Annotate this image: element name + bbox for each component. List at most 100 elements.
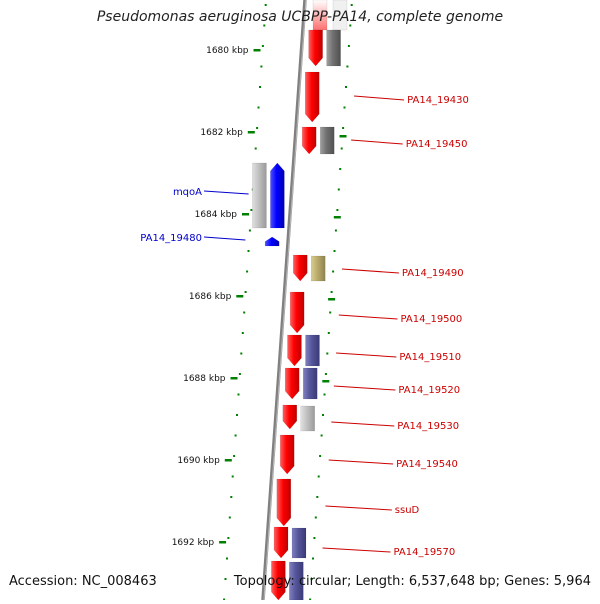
- scale-dot: [259, 86, 261, 88]
- scale-dot: [336, 209, 339, 211]
- scale-dot: [237, 393, 240, 396]
- scale-dot: [254, 147, 257, 150]
- scale-dot: [334, 229, 337, 232]
- cds-box: [319, 126, 335, 155]
- gene-minus-strand: [270, 162, 285, 229]
- gene-plus-strand: [279, 434, 295, 475]
- gene-features: [252, 0, 348, 601]
- scale-dot: [240, 352, 243, 355]
- leader-line: [351, 139, 403, 145]
- scale-dot: [263, 24, 266, 27]
- gene-plus-strand: [287, 334, 302, 367]
- scale-dot: [327, 332, 330, 334]
- gene-label: mqoA: [173, 187, 202, 198]
- scale-dot: [350, 4, 353, 6]
- gene-label: PA14_19490: [402, 268, 464, 279]
- gene-plus-strand: [284, 367, 300, 400]
- scale-dot: [248, 229, 251, 232]
- backbone: [261, 0, 307, 601]
- scale-dot: [241, 332, 244, 334]
- scale-dot: [317, 475, 320, 478]
- scale-dot: [346, 65, 349, 68]
- scale-label: 1682 kbp: [200, 128, 243, 138]
- gene-labels: PA14_19430 PA14_19450 PA14_19490 PA14_19500…: [140, 95, 469, 558]
- leader-line: [341, 268, 399, 274]
- scale-dot: [347, 45, 350, 47]
- leader-line: [354, 95, 405, 101]
- gene-label: PA14_19430: [407, 95, 469, 106]
- gene-plus-strand: [273, 526, 289, 559]
- gene-label: PA14_19570: [394, 547, 456, 558]
- label-leaders: [203, 95, 405, 553]
- cds-box: [291, 527, 307, 559]
- scale-dot: [326, 352, 329, 355]
- cds-box: [305, 334, 320, 367]
- scale-tick: [253, 49, 261, 52]
- scale-tick: [236, 295, 244, 298]
- topology-text: Topology: circular; Length: 6,537,648 bp…: [233, 574, 591, 589]
- gene-minus-strand: [264, 236, 280, 247]
- scale-dot: [244, 291, 247, 293]
- scale-dot: [340, 147, 343, 150]
- scale-dot: [246, 270, 249, 273]
- leader-line: [338, 314, 398, 320]
- leader-line: [203, 236, 246, 241]
- scale-dot: [349, 24, 352, 27]
- scale-tick-minor: [322, 380, 330, 383]
- map-title: Pseudomonas aeruginosa UCBPP-PA14, compl…: [96, 9, 504, 25]
- scale-tick: [242, 213, 249, 216]
- backbone-highlight: [263, 0, 307, 601]
- cds-box: [326, 29, 341, 67]
- scale-dot: [320, 434, 323, 437]
- leader-line: [203, 190, 249, 195]
- gene-label: PA14_19540: [396, 459, 458, 470]
- cds-box: [302, 367, 318, 400]
- scale-dot: [329, 311, 332, 314]
- scale-dot: [339, 168, 342, 170]
- leader-line: [322, 547, 391, 553]
- scale-dot: [260, 65, 263, 68]
- scale-dot: [319, 455, 322, 457]
- gene-plus-strand: [282, 404, 298, 430]
- scale-dot: [337, 188, 340, 191]
- scale-dot: [310, 578, 313, 580]
- gene-plus-strand: [301, 126, 317, 155]
- gene-plus-strand: [292, 254, 308, 282]
- gene-plus-strand: [276, 478, 292, 527]
- scale-dot: [227, 537, 230, 539]
- scale-tick: [224, 459, 232, 462]
- scale-dot: [256, 127, 259, 129]
- leader-line: [325, 505, 392, 511]
- scale-label: 1690 kbp: [177, 456, 220, 466]
- scale-dot: [330, 291, 333, 293]
- scale-dot: [226, 557, 228, 560]
- scale-dot: [231, 475, 234, 478]
- scale-dot: [312, 557, 314, 560]
- scale-dot: [324, 373, 327, 375]
- scale-tick-minor: [333, 216, 341, 219]
- scale-dot: [234, 434, 237, 437]
- accession-text: Accession: NC_008463: [9, 574, 157, 589]
- scale-dot: [230, 496, 233, 498]
- scale-labels: 1680 kbp 1682 kbp 1684 kbp 1686 kbp 1688 kbp…: [172, 46, 249, 548]
- cds-box: [252, 162, 267, 229]
- scale-dot: [345, 86, 347, 88]
- scale-dot: [322, 414, 324, 416]
- scale-dot: [233, 455, 236, 457]
- gene-plus-strand: [304, 71, 320, 123]
- gene-label: PA14_19510: [399, 352, 461, 363]
- gene-label: PA14_19520: [398, 385, 460, 396]
- scale-dot: [238, 373, 241, 375]
- leader-line: [336, 352, 397, 358]
- scale-dot: [314, 516, 317, 519]
- scale-label: 1688 kbp: [183, 374, 226, 384]
- scale-label: 1684 kbp: [195, 210, 238, 220]
- scale-label: 1686 kbp: [189, 292, 232, 302]
- scale-dot: [342, 127, 345, 129]
- scale-label: 1680 kbp: [206, 46, 249, 56]
- scale-tick: [219, 541, 227, 544]
- scale-dot: [257, 106, 260, 109]
- gene-label: PA14_19480: [140, 233, 202, 244]
